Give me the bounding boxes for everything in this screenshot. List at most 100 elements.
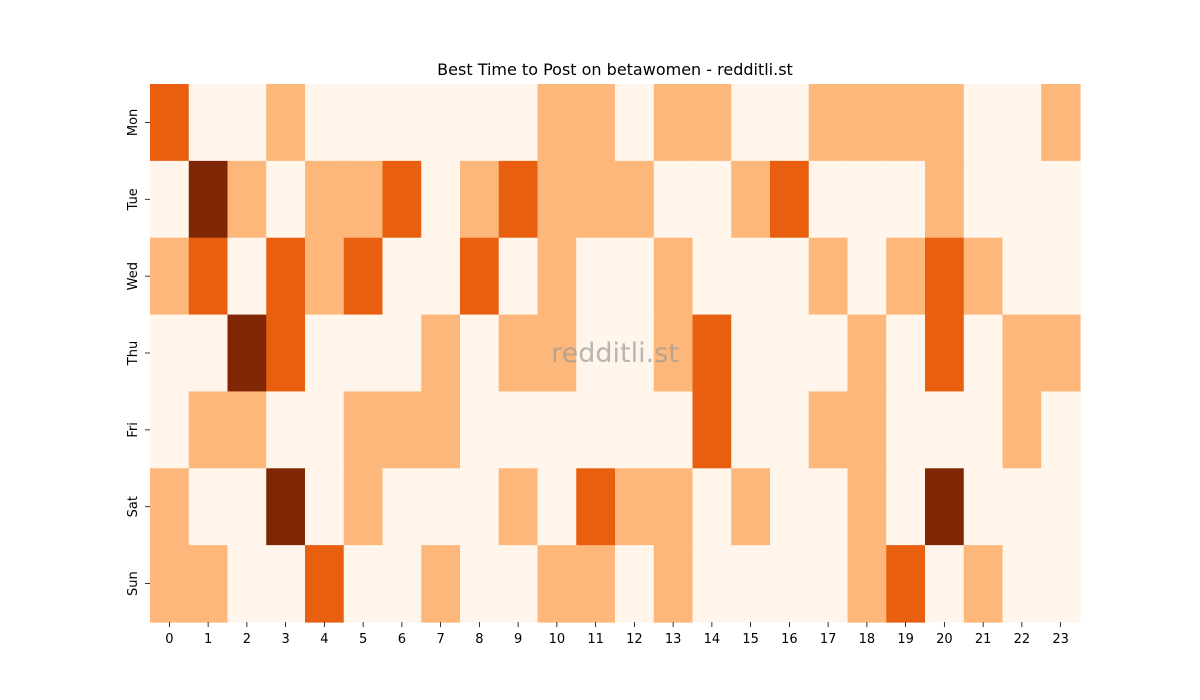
heatmap-cell-wed-11 bbox=[576, 237, 616, 316]
heatmap-cell-mon-13 bbox=[653, 84, 694, 162]
heatmap-cell-thu-16 bbox=[770, 314, 810, 393]
heatmap-cell-sat-16 bbox=[770, 468, 810, 546]
heatmap-cell-fri-1 bbox=[188, 391, 229, 469]
y-tick-label: Mon bbox=[126, 109, 141, 136]
heatmap-cell-fri-10 bbox=[537, 391, 577, 469]
heatmap-cell-mon-14 bbox=[692, 84, 732, 162]
heatmap-cell-fri-7 bbox=[421, 391, 461, 469]
heatmap-cell-wed-7 bbox=[421, 237, 461, 316]
x-tick-label: 2 bbox=[243, 632, 251, 647]
heatmap-cell-fri-12 bbox=[615, 391, 655, 469]
heatmap-cell-tue-15 bbox=[731, 160, 771, 239]
heatmap-cell-sun-20 bbox=[925, 545, 965, 623]
heatmap-cell-sun-11 bbox=[576, 545, 616, 623]
heatmap-cell-thu-6 bbox=[382, 314, 422, 393]
heatmap-cell-tue-8 bbox=[460, 160, 500, 239]
heatmap-cell-tue-22 bbox=[1002, 160, 1042, 239]
heatmap-cell-sun-12 bbox=[615, 545, 655, 623]
heatmap-cell-thu-8 bbox=[460, 314, 500, 393]
heatmap-cell-fri-5 bbox=[343, 391, 384, 469]
heatmap-cell-wed-6 bbox=[382, 237, 422, 316]
heatmap-cell-thu-12 bbox=[615, 314, 655, 393]
heatmap-cell-sat-18 bbox=[847, 468, 887, 546]
heatmap-cell-thu-3 bbox=[266, 314, 306, 393]
heatmap-cell-sat-19 bbox=[886, 468, 926, 546]
heatmap-cell-fri-16 bbox=[770, 391, 810, 469]
heatmap-cell-wed-13 bbox=[653, 237, 694, 316]
heatmap-cell-wed-17 bbox=[808, 237, 849, 316]
heatmap-cell-sat-8 bbox=[460, 468, 500, 546]
heatmap-cell-fri-0 bbox=[150, 391, 190, 469]
heatmap-cell-wed-2 bbox=[227, 237, 267, 316]
heatmap-cell-thu-18 bbox=[847, 314, 887, 393]
heatmap-cell-thu-21 bbox=[963, 314, 1004, 393]
x-axis: 0 1 2 3 4 5 6 7 8 9 10 11 12 13 14 15 16 17 18 19 20 21 22 23 bbox=[165, 622, 1069, 647]
x-tick-label: 19 bbox=[897, 632, 914, 647]
heatmap-cell-sun-10 bbox=[537, 545, 577, 623]
heatmap-cell-mon-23 bbox=[1041, 84, 1081, 162]
heatmap-cell-sat-17 bbox=[808, 468, 849, 546]
heatmap-cell-tue-4 bbox=[305, 160, 345, 239]
heatmap-cell-mon-17 bbox=[808, 84, 849, 162]
heatmap-cell-fri-11 bbox=[576, 391, 616, 469]
heatmap-cell-wed-20 bbox=[925, 237, 965, 316]
heatmap-cell-wed-22 bbox=[1002, 237, 1042, 316]
heatmap-cell-sun-23 bbox=[1041, 545, 1081, 623]
heatmap-cell-sat-5 bbox=[343, 468, 384, 546]
heatmap-cell-sat-7 bbox=[421, 468, 461, 546]
heatmap-cell-fri-21 bbox=[963, 391, 1004, 469]
heatmap-cell-mon-9 bbox=[498, 84, 539, 162]
heatmap-cell-sun-19 bbox=[886, 545, 926, 623]
heatmap-cell-mon-6 bbox=[382, 84, 422, 162]
heatmap-cell-thu-19 bbox=[886, 314, 926, 393]
heatmap-cell-sat-11 bbox=[576, 468, 616, 546]
heatmap-cell-sat-10 bbox=[537, 468, 577, 546]
heatmap-cell-wed-3 bbox=[266, 237, 306, 316]
heatmap-cell-mon-8 bbox=[460, 84, 500, 162]
heatmap-cell-sun-18 bbox=[847, 545, 887, 623]
heatmap-cell-fri-8 bbox=[460, 391, 500, 469]
heatmap-cell-sat-3 bbox=[266, 468, 306, 546]
x-tick-label: 0 bbox=[165, 632, 173, 647]
heatmap-cell-tue-10 bbox=[537, 160, 577, 239]
heatmap-cell-thu-9 bbox=[498, 314, 539, 393]
x-tick-label: 10 bbox=[549, 632, 566, 647]
heatmap-cell-sat-4 bbox=[305, 468, 345, 546]
heatmap-cell-thu-14 bbox=[692, 314, 732, 393]
heatmap-cell-sun-8 bbox=[460, 545, 500, 623]
heatmap-cell-wed-8 bbox=[460, 237, 500, 316]
x-tick-label: 16 bbox=[781, 632, 798, 647]
heatmap-cell-tue-9 bbox=[498, 160, 539, 239]
heatmap-cell-sun-17 bbox=[808, 545, 849, 623]
heatmap-cell-tue-21 bbox=[963, 160, 1004, 239]
y-axis: Mon Tue Wed Thu Fri Sat Sun bbox=[126, 109, 150, 596]
heatmap-cell-fri-4 bbox=[305, 391, 345, 469]
y-tick-label: Wed bbox=[126, 262, 141, 290]
x-tick-label: 4 bbox=[320, 632, 328, 647]
heatmap-cell-sat-0 bbox=[150, 468, 190, 546]
heatmap-cell-sat-9 bbox=[498, 468, 539, 546]
x-tick-label: 21 bbox=[975, 632, 992, 647]
heatmap-cell-wed-23 bbox=[1041, 237, 1081, 316]
heatmap-cell-fri-18 bbox=[847, 391, 887, 469]
x-tick-label: 11 bbox=[587, 632, 604, 647]
heatmap-cell-sat-13 bbox=[653, 468, 694, 546]
heatmap-cell-sat-21 bbox=[963, 468, 1004, 546]
x-tick-label: 15 bbox=[742, 632, 759, 647]
heatmap-cell-wed-19 bbox=[886, 237, 926, 316]
heatmap-cell-fri-17 bbox=[808, 391, 849, 469]
heatmap-cell-wed-4 bbox=[305, 237, 345, 316]
heatmap-cell-mon-18 bbox=[847, 84, 887, 162]
heatmap-cell-tue-19 bbox=[886, 160, 926, 239]
heatmap-cell-wed-12 bbox=[615, 237, 655, 316]
heatmap-cell-tue-23 bbox=[1041, 160, 1081, 239]
heatmap-cell-thu-5 bbox=[343, 314, 384, 393]
heatmap-cell-wed-9 bbox=[498, 237, 539, 316]
heatmap-cell-sun-0 bbox=[150, 545, 190, 623]
heatmap-cell-tue-0 bbox=[150, 160, 190, 239]
heatmap-cell-sun-15 bbox=[731, 545, 771, 623]
y-tick-label: Tue bbox=[126, 188, 141, 211]
heatmap-cell-fri-20 bbox=[925, 391, 965, 469]
heatmap-cell-sun-16 bbox=[770, 545, 810, 623]
